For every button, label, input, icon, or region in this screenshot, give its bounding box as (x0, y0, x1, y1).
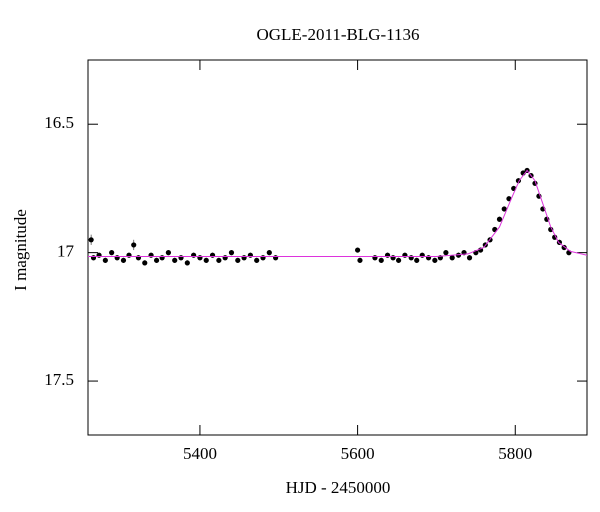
data-point (131, 242, 137, 248)
data-point (153, 257, 160, 263)
data-point (402, 252, 408, 258)
data-point (408, 255, 414, 261)
plot-frame (87, 59, 588, 436)
data-point (222, 255, 228, 261)
data-point (372, 255, 378, 261)
chart-title: OGLE-2011-BLG-1136 (256, 25, 419, 44)
data-point (165, 250, 172, 256)
data-point (191, 252, 197, 258)
data-point (378, 257, 384, 263)
x-tick-label: 5400 (183, 444, 217, 463)
data-point (425, 255, 432, 261)
data-point (178, 255, 184, 261)
data-point (235, 257, 241, 263)
data-point (449, 255, 455, 261)
x-axis-label: HJD - 2450000 (286, 478, 391, 497)
data-point (126, 252, 132, 258)
data-point (90, 255, 97, 261)
data-point (88, 237, 94, 243)
x-tick-label: 5800 (498, 444, 532, 463)
data-point (384, 252, 391, 258)
data-point (466, 255, 473, 261)
data-point (260, 255, 266, 261)
data-point (172, 257, 178, 263)
data-point (114, 255, 120, 261)
data-point (228, 250, 235, 256)
data-point (561, 244, 567, 251)
data-point (501, 206, 507, 212)
data-point (390, 255, 396, 261)
data-point (355, 247, 361, 253)
x-tick-label: 5600 (341, 444, 375, 463)
data-point (266, 250, 272, 256)
data-point (216, 257, 222, 263)
data-point (142, 260, 148, 266)
data-point (273, 255, 279, 261)
data-point (197, 255, 203, 261)
data-point (184, 260, 190, 266)
data-point (566, 250, 572, 256)
y-tick-label: 17 (57, 242, 75, 261)
data-point (241, 255, 247, 261)
model-line (88, 169, 588, 257)
y-tick-label: 17.5 (44, 370, 74, 389)
data-point (432, 257, 438, 263)
data-point (209, 252, 216, 258)
data-point (148, 252, 154, 258)
data-point (96, 252, 102, 258)
data-point (552, 234, 558, 240)
data-point (120, 257, 127, 263)
data-point (203, 257, 209, 263)
data-point (414, 257, 420, 263)
data-point (496, 216, 503, 222)
data-point (419, 252, 425, 258)
data-point (159, 255, 165, 261)
y-axis-label: I magnitude (11, 209, 30, 291)
data-point (102, 257, 108, 263)
data-point (135, 255, 142, 261)
data-point (455, 252, 462, 258)
data-point (548, 226, 554, 233)
data-point (109, 250, 115, 256)
data-point (395, 257, 402, 263)
data-point (357, 257, 363, 263)
y-tick-label: 16.5 (44, 113, 74, 132)
data-point (443, 250, 449, 256)
data-point (247, 252, 253, 258)
data-point (254, 257, 260, 263)
